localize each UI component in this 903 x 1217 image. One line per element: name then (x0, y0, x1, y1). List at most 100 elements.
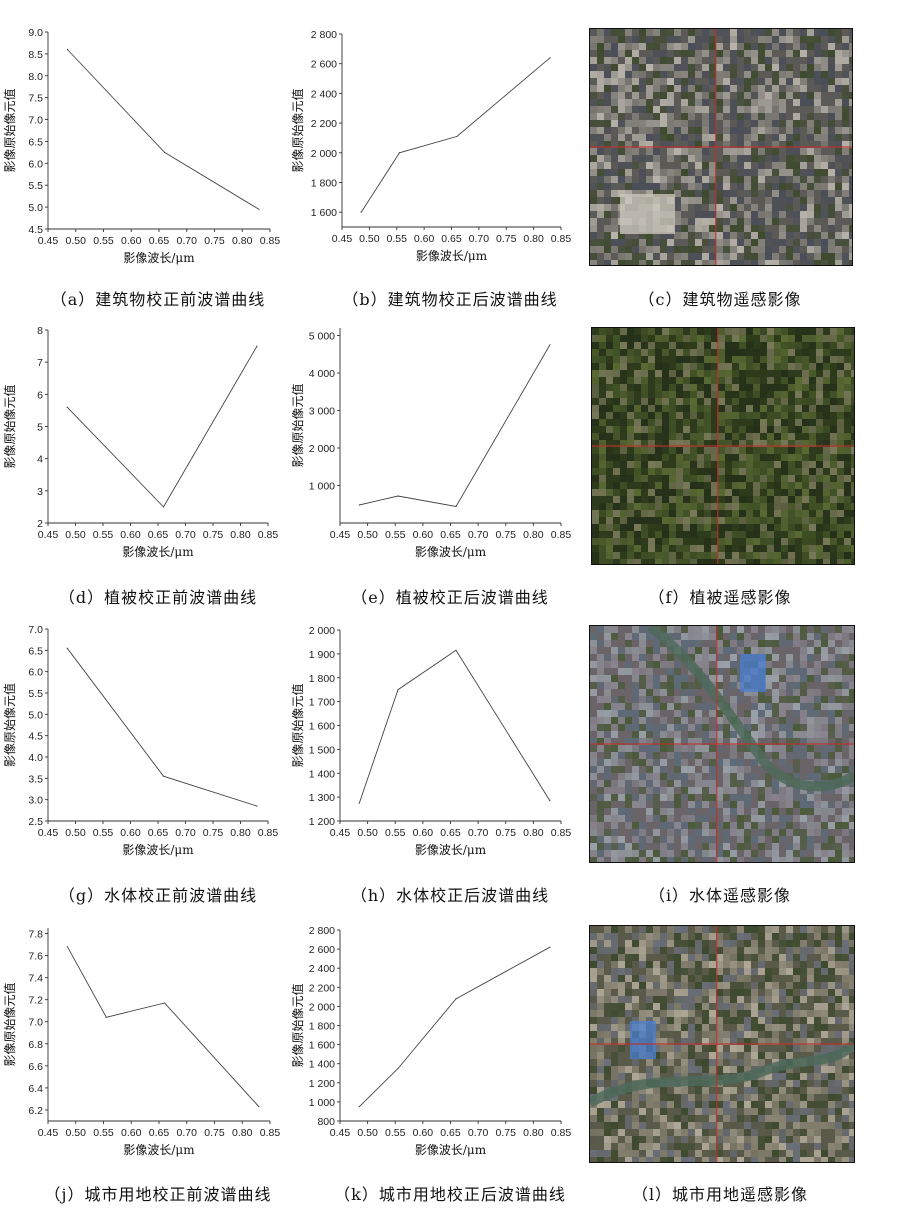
satellite-image-water (589, 625, 855, 863)
y-tick-label: 7.0 (28, 1017, 43, 1029)
river-feature (646, 626, 854, 792)
data-point (397, 495, 399, 497)
chart-a-building-before: 0.45 0.50 0.55 0.60 0.65 0.70 0.75 0.80 0.85 4.5 5… (0, 0, 290, 270)
data-point (162, 775, 165, 777)
y-tick-label: 1 800 (311, 177, 337, 189)
river-feature (590, 1040, 854, 1108)
y-tick-label: 6.5 (28, 136, 43, 148)
y-tick-label: 7.8 (28, 929, 43, 941)
x-tick-label: 0.45 (38, 235, 59, 247)
y-axis-label: 影像原始像元值 (2, 384, 17, 468)
y-axis-label: 影像原始像元值 (290, 683, 305, 767)
x-tick-label: 0.50 (357, 1127, 378, 1139)
y-tick-label: 5.5 (28, 688, 43, 700)
data-point (397, 1067, 399, 1070)
x-tick-label: 0.65 (440, 529, 461, 541)
x-tick-label: 0.45 (330, 827, 351, 839)
x-tick-label: 0.70 (468, 529, 489, 541)
caption-d: （d）植被校正前波谱曲线 (58, 588, 258, 607)
y-tick-label: 1 600 (311, 207, 337, 219)
axes (341, 34, 561, 228)
data-point (66, 946, 69, 948)
x-tick-label: 0.75 (496, 827, 517, 839)
x-tick-label: 0.85 (258, 827, 279, 839)
data-point (360, 211, 362, 213)
data-point (358, 504, 360, 506)
axes (47, 330, 268, 524)
data-point (549, 344, 551, 346)
x-tick-label: 0.50 (359, 233, 380, 245)
satellite-image-building (589, 28, 853, 266)
data-point (163, 151, 166, 153)
data-point (549, 57, 551, 59)
y-tick-label: 2 400 (309, 963, 335, 975)
y-tick-label: 4.5 (28, 731, 43, 743)
x-tick-label: 0.50 (66, 235, 87, 247)
y-tick-label: 2 600 (311, 59, 337, 71)
y-axis-label: 影像原始像元值 (290, 88, 305, 172)
caption-k: （k）城市用地校正后波谱曲线 (334, 1185, 566, 1204)
y-tick-label: 1 200 (309, 816, 335, 828)
y-tick-label: 6.0 (28, 158, 43, 170)
y-tick-label: 1 000 (309, 481, 335, 493)
satellite-image-urban-land (589, 925, 855, 1163)
y-tick-label: 2 400 (311, 88, 337, 100)
axes (339, 630, 561, 822)
x-tick-label: 0.60 (413, 1127, 434, 1139)
y-tick-label: 1 400 (309, 768, 335, 780)
image-texture (592, 328, 854, 564)
data-point (358, 802, 360, 804)
image-texture (590, 626, 854, 862)
x-tick-label: 0.65 (149, 1127, 170, 1139)
series-line (358, 946, 551, 1108)
y-tick-label: 2 000 (309, 443, 335, 455)
caption-a: （a）建筑物校正前波谱曲线 (50, 290, 266, 309)
x-axis-label: 影像波长/μm (415, 1143, 487, 1157)
x-tick-label: 0.60 (120, 529, 141, 541)
y-tick-label: 2.5 (28, 816, 43, 828)
x-tick-label: 0.65 (148, 827, 169, 839)
y-tick-label: 1 000 (309, 1097, 335, 1109)
x-tick-label: 0.80 (523, 827, 544, 839)
x-tick-label: 0.55 (93, 827, 114, 839)
y-axis-label: 影像原始像元值 (2, 88, 17, 172)
y-tick-label: 800 (317, 1116, 335, 1128)
y-tick-label: 2 600 (309, 944, 335, 956)
chart-e-vegetation-after: 0.45 0.50 0.55 0.60 0.65 0.70 0.75 0.80 0.85 1 00… (288, 318, 578, 568)
data-point (258, 208, 260, 210)
y-tick-label: 3.0 (28, 795, 43, 807)
y-axis-label: 影像原始像元值 (2, 982, 17, 1066)
series-line (359, 344, 551, 507)
y-tick-label: 1 300 (309, 792, 335, 804)
x-tick-label: 0.75 (496, 1127, 517, 1139)
x-tick-label: 0.60 (120, 827, 141, 839)
x-tick-label: 0.55 (387, 233, 408, 245)
x-tick-label: 0.70 (175, 827, 196, 839)
y-tick-label: 1 400 (309, 1059, 335, 1071)
y-tick-label: 7.5 (28, 93, 43, 105)
data-point (398, 152, 401, 154)
x-tick-label: 0.70 (468, 827, 489, 839)
data-point (163, 1002, 166, 1004)
caption-h: （h）水体校正后波谱曲线 (350, 886, 550, 905)
chart-svg-j: 0.45 0.50 0.55 0.60 0.65 0.70 0.75 0.80 0.85 6.2 6… (2, 928, 280, 1157)
blue-roof-feature (740, 654, 766, 692)
x-tick-label: 0.65 (441, 233, 462, 245)
y-tick-label: 3 000 (309, 406, 335, 418)
series-line (67, 946, 260, 1108)
y-tick-label: 6.2 (28, 1105, 43, 1117)
x-tick-label: 0.75 (204, 235, 225, 247)
x-tick-label: 0.65 (440, 1127, 461, 1139)
x-tick-label: 0.55 (385, 827, 406, 839)
image-texture (590, 29, 852, 265)
chart-h-water-after: 0.45 0.50 0.55 0.60 0.65 0.70 0.75 0.80 0.85 1 20… (288, 616, 578, 868)
y-axis-label: 影像原始像元值 (290, 983, 305, 1067)
x-tick-label: 0.65 (149, 235, 170, 247)
data-point (358, 1106, 360, 1108)
x-tick-label: 0.70 (177, 235, 198, 247)
x-axis-label: 影像波长/μm (122, 545, 194, 559)
y-tick-label: 4 000 (309, 368, 335, 380)
y-tick-label: 7.0 (28, 115, 43, 127)
axes (47, 629, 268, 822)
data-point (66, 406, 68, 408)
